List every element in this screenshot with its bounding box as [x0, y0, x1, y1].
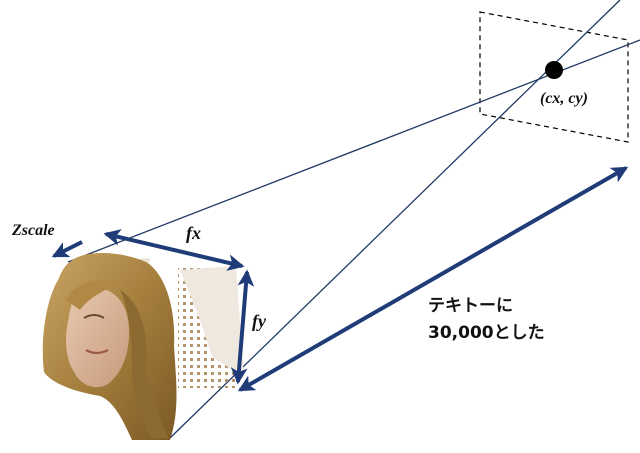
face-image	[42, 253, 244, 440]
zscale-label: Zscale	[11, 222, 55, 239]
distance-note-line1: テキトーに	[428, 296, 513, 316]
image-plane	[479, 11, 629, 143]
fx-arrow	[103, 229, 245, 271]
fx-label: fx	[186, 223, 201, 243]
projection-ray-upper	[67, 39, 640, 263]
distance-arrow	[237, 166, 629, 392]
fy-label: fy	[252, 311, 267, 331]
zscale-arrow	[51, 240, 83, 258]
principal-point-label: (cx, cy)	[540, 90, 588, 107]
distance-note-line2: 30,000とした	[428, 323, 545, 343]
principal-point-marker	[545, 61, 563, 79]
